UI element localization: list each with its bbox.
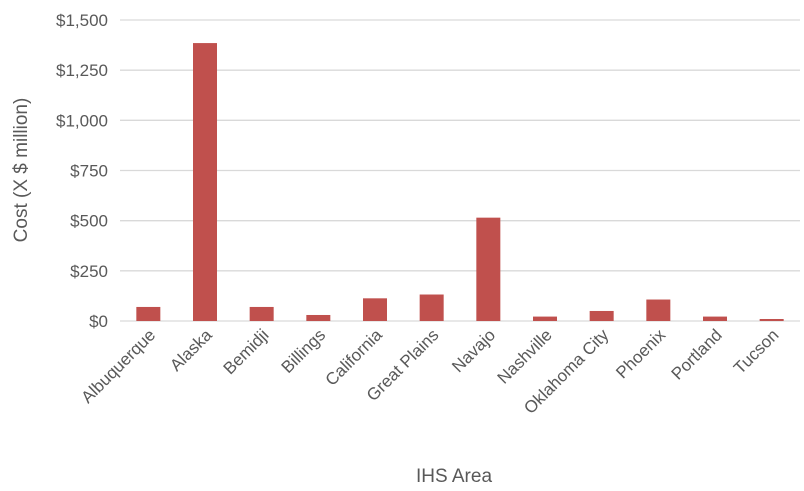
y-tick-label: $1,000 <box>56 111 108 130</box>
bars <box>136 43 784 322</box>
y-tick-label: $250 <box>70 262 108 281</box>
x-tick-label: Tucson <box>730 325 782 377</box>
x-tick-label: Billings <box>278 325 330 377</box>
bar-california <box>363 298 387 321</box>
y-tick-label: $0 <box>89 312 108 331</box>
bar-navajo <box>476 217 501 321</box>
y-tick-label: $500 <box>70 212 108 231</box>
x-tick-label: Navajo <box>448 325 499 376</box>
bar-tucson <box>759 318 784 321</box>
bar-billings <box>306 314 331 321</box>
bar-bemidji <box>249 306 274 321</box>
y-tick-label: $750 <box>70 162 108 181</box>
y-axis-title: Cost (X $ million) <box>11 98 32 243</box>
x-tick-label: Alaska <box>166 325 216 375</box>
x-axis-title: IHS Area <box>416 466 492 487</box>
x-tick-label: Phoenix <box>612 325 669 382</box>
bar-oklahoma-city <box>589 310 614 321</box>
x-tick-label: Albuquerque <box>78 325 160 407</box>
x-tick-labels: Albuquerque Alaska Bemidji BillingsCaliforn… <box>78 325 783 418</box>
y-gridlines <box>120 19 800 322</box>
y-tick-labels: $0 $250 $500 $750 $1,000 $1,250 $1,500 <box>56 11 108 331</box>
bar-alaska <box>193 43 217 322</box>
bar-great-plains <box>419 294 444 321</box>
bar-portland <box>703 316 727 321</box>
bar-nashville <box>533 316 557 321</box>
y-tick-label: $1,250 <box>56 61 108 80</box>
bar-phoenix <box>646 299 671 321</box>
y-tick-label: $1,500 <box>56 11 108 30</box>
x-tick-label: Bemidji <box>220 325 273 378</box>
x-tick-label: Portland <box>668 325 726 383</box>
bar-albuquerque <box>136 306 161 321</box>
